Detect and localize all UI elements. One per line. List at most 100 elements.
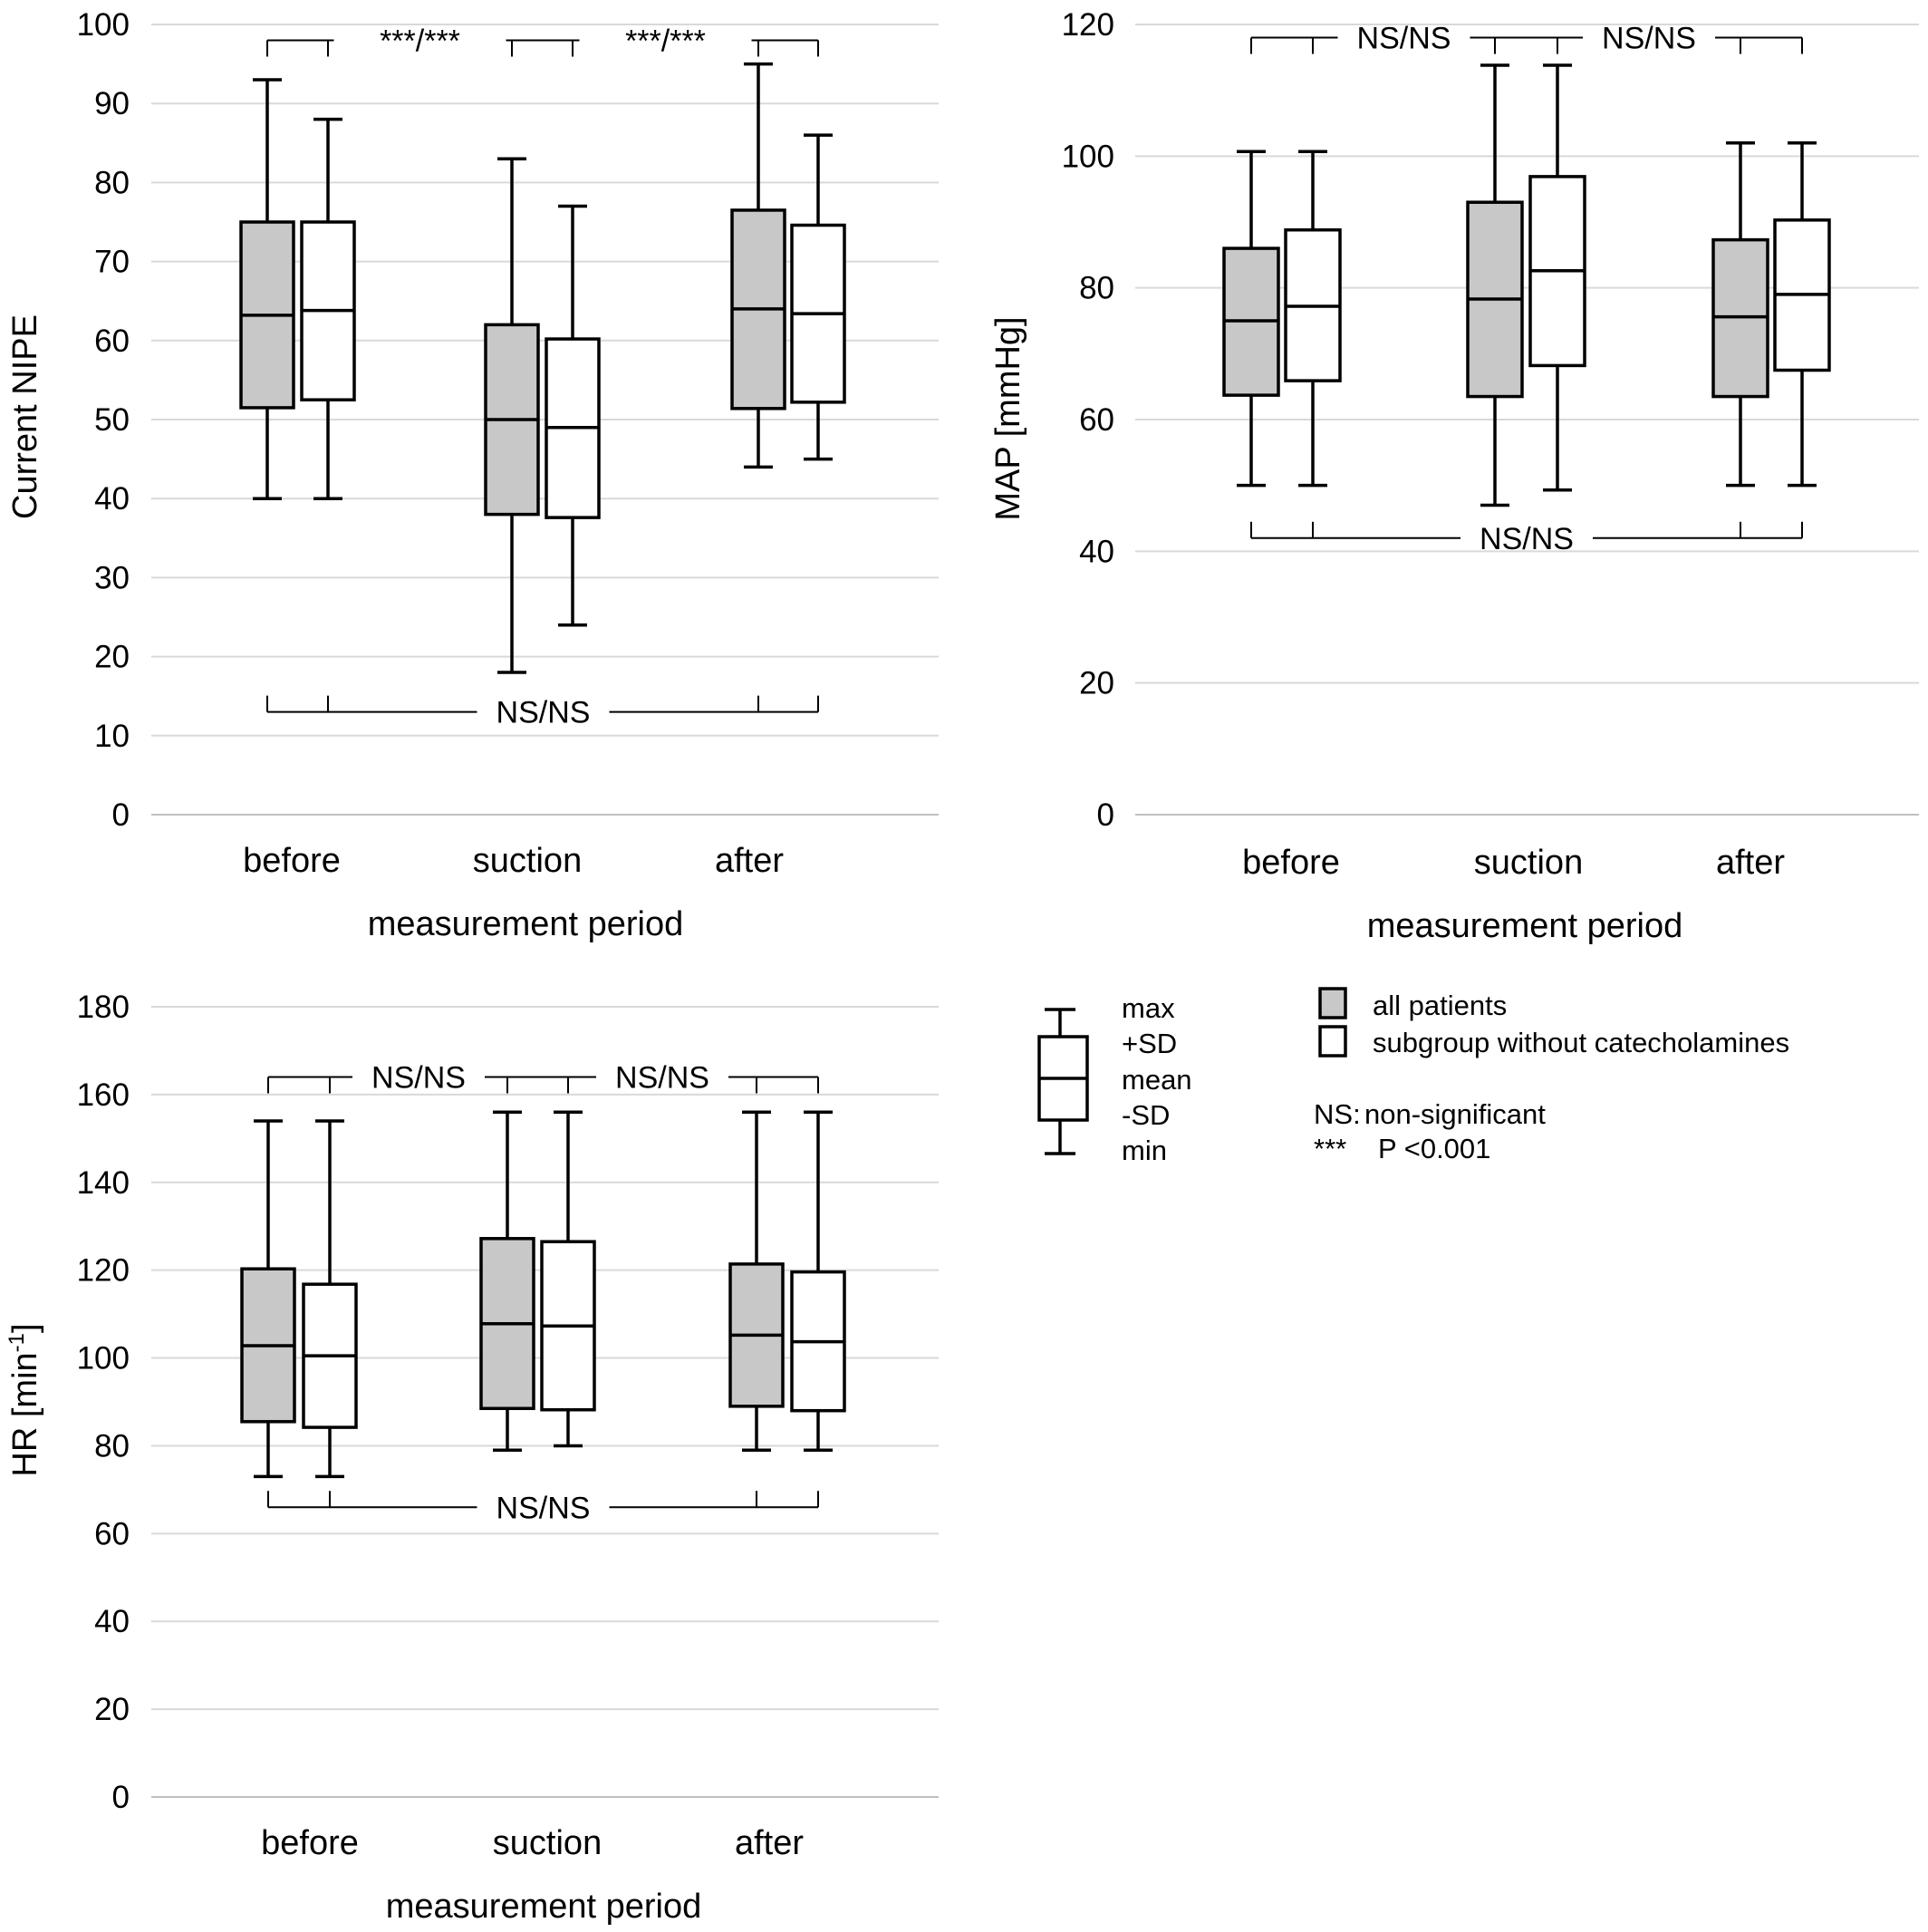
significance-bracket-suction-after-top: NS/NS — [506, 1061, 819, 1096]
y-tick-label-60: 60 — [94, 324, 130, 359]
box-after-subgroup — [790, 1110, 846, 1453]
significance-label: ***/*** — [380, 24, 460, 58]
significance-bracket-suction-after-top: ***/*** — [511, 24, 819, 58]
box-before-subgroup — [300, 117, 356, 500]
legend-key-label-max: max — [1122, 992, 1175, 1024]
legend-note-p-text: P <0.001 — [1378, 1133, 1490, 1164]
y-tick-label-20: 20 — [94, 640, 130, 675]
x-axis-title: measurement period — [368, 905, 684, 943]
y-axis-title-main: HR [min — [6, 1352, 44, 1476]
significance-label: NS/NS — [1602, 22, 1696, 56]
box-after-subgroup — [1773, 141, 1831, 488]
y-tick-label-180: 180 — [77, 990, 130, 1025]
box-after-all-patients — [728, 1110, 785, 1453]
box-after-subgroup — [790, 133, 846, 461]
box-suction-subgroup — [1528, 63, 1586, 492]
box-suction-all-patients — [479, 1110, 535, 1453]
chart-panel-nipe: ***/*** ***/*** NS/NS 0 10 20 30 40 50 60 70 80 90 1… — [6, 7, 939, 943]
legend-swatch-subgroup — [1318, 1025, 1347, 1058]
chart-panel-hr: NS/NS NS/NS NS/NS 0 20 40 60 80 100 120 140 160 180… — [5, 990, 939, 1926]
y-tick-label-120: 120 — [1062, 7, 1114, 43]
y-tick-label-80: 80 — [94, 1428, 130, 1463]
y-tick-label-80: 80 — [1079, 271, 1114, 306]
y-tick-label-0: 0 — [1097, 797, 1114, 833]
box-after-all-patients — [730, 62, 786, 469]
significance-label: NS/NS — [615, 1061, 709, 1096]
y-tick-label-120: 120 — [77, 1253, 130, 1289]
box-before-subgroup — [1284, 150, 1342, 488]
x-category-label-0: before — [1242, 844, 1340, 882]
significance-label: NS/NS — [371, 1061, 466, 1096]
significance-bracket-before-suction-top: ***/*** — [266, 24, 574, 58]
x-category-label-1: suction — [1474, 844, 1583, 882]
y-tick-label-50: 50 — [94, 402, 130, 438]
significance-label: NS/NS — [1480, 522, 1574, 556]
significance-bracket-before-after-bottom: NS/NS — [266, 695, 819, 730]
y-tick-label-140: 140 — [77, 1165, 130, 1201]
y-tick-label-60: 60 — [94, 1516, 130, 1551]
y-tick-label-160: 160 — [77, 1077, 130, 1113]
box-after-all-patients — [1711, 141, 1769, 488]
y-axis-title-end: ] — [6, 1323, 44, 1333]
boxes — [240, 1110, 846, 1479]
box-before-all-patients — [1222, 150, 1280, 488]
box-before-all-patients — [239, 78, 295, 500]
x-category-label-0: before — [243, 842, 341, 880]
x-axis-title: measurement period — [386, 1888, 702, 1926]
tick-labels: 0 20 40 60 80 100 120 140 160 180 — [77, 990, 130, 1815]
legend-label-all-patients: all patients — [1373, 990, 1507, 1021]
significance-brackets: NS/NS NS/NS NS/NS — [1250, 22, 1803, 556]
x-category-label-1: suction — [493, 1824, 602, 1862]
y-tick-label-0: 0 — [112, 797, 130, 833]
legend-key-label-min: min — [1122, 1135, 1167, 1166]
legend-note-ns-symbol: NS: — [1314, 1098, 1361, 1130]
legend: max +SD mean -SD min all patients subgro… — [1037, 987, 1789, 1166]
box-before-subgroup — [302, 1119, 358, 1479]
x-category-label-2: after — [735, 1824, 804, 1862]
boxes — [239, 62, 846, 674]
box-suction-subgroup — [540, 1110, 596, 1448]
y-tick-label-10: 10 — [94, 719, 130, 754]
y-tick-label-70: 70 — [94, 245, 130, 280]
significance-label: ***/*** — [625, 24, 706, 58]
significance-label: NS/NS — [496, 1491, 591, 1525]
y-axis-title: MAP [mmHg] — [989, 316, 1027, 520]
significance-label: NS/NS — [1357, 22, 1451, 56]
y-axis-title-superscript: -1 — [5, 1333, 29, 1352]
y-tick-label-100: 100 — [77, 7, 130, 43]
significance-label: NS/NS — [496, 696, 591, 730]
y-tick-label-40: 40 — [94, 1604, 130, 1639]
legend-swatch-all-patients — [1318, 987, 1347, 1019]
y-tick-label-60: 60 — [1079, 402, 1114, 438]
x-axis-title: measurement period — [1367, 907, 1683, 945]
y-tick-label-100: 100 — [1062, 139, 1114, 174]
box-suction-subgroup — [545, 204, 601, 627]
tick-labels: 0 20 40 60 80 100 120 — [1062, 7, 1114, 833]
tick-labels: 0 10 20 30 40 50 60 70 80 90 100 — [77, 7, 130, 833]
y-tick-label-30: 30 — [94, 560, 130, 595]
y-tick-label-90: 90 — [94, 86, 130, 121]
y-tick-label-40: 40 — [1079, 534, 1114, 569]
legend-key-label-minus-sd: -SD — [1122, 1099, 1170, 1131]
y-tick-label-100: 100 — [77, 1341, 130, 1377]
significance-bracket-before-suction-top: NS/NS — [1250, 22, 1558, 56]
legend-key-label-mean: mean — [1122, 1064, 1192, 1096]
significance-bracket-before-after-bottom: NS/NS — [267, 1491, 819, 1525]
y-axis-title: Current NIPE — [6, 314, 44, 519]
y-tick-label-40: 40 — [94, 481, 130, 517]
box-before-all-patients — [240, 1119, 296, 1479]
x-category-label-1: suction — [473, 842, 582, 880]
significance-bracket-suction-after-top: NS/NS — [1494, 22, 1803, 56]
significance-bracket-before-after-bottom: NS/NS — [1250, 521, 1803, 556]
chart-panel-map: NS/NS NS/NS NS/NS 0 20 40 60 80 100 120 before s… — [989, 7, 1919, 945]
legend-note-p-symbol: *** — [1314, 1133, 1346, 1164]
box-suction-all-patients — [1466, 63, 1524, 507]
box-suction-all-patients — [484, 157, 540, 674]
x-category-label-2: after — [1716, 844, 1785, 882]
y-tick-label-20: 20 — [94, 1692, 130, 1727]
significance-brackets: NS/NS NS/NS NS/NS — [267, 1061, 819, 1525]
y-tick-label-0: 0 — [112, 1780, 130, 1815]
y-tick-label-80: 80 — [94, 165, 130, 200]
significance-brackets: ***/*** ***/*** NS/NS — [266, 24, 819, 730]
